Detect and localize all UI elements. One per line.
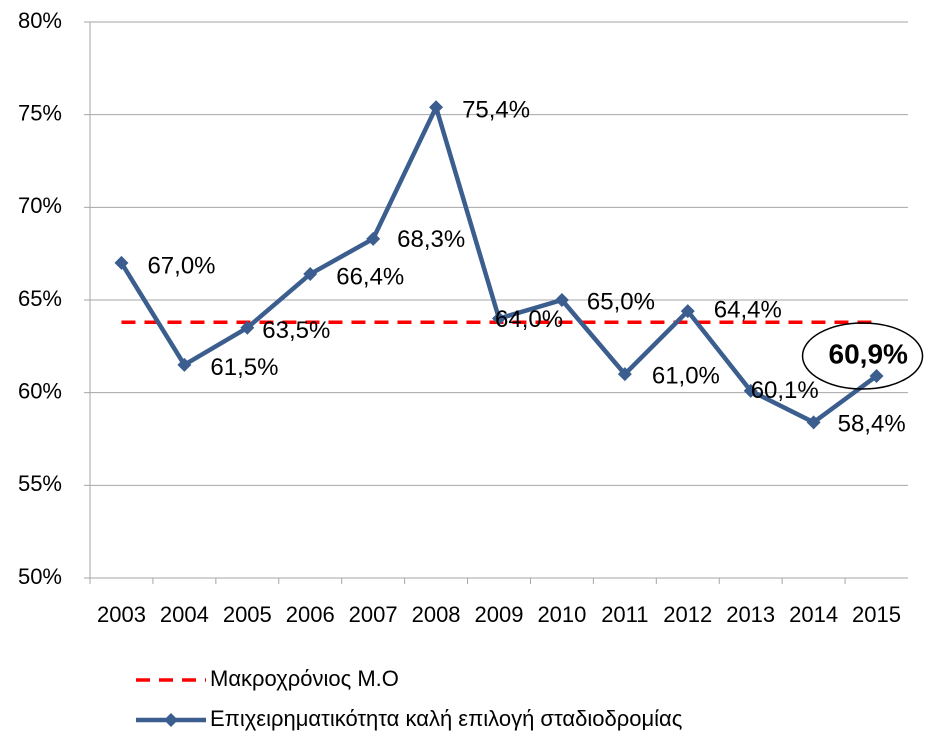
- legend-label: Επιχειρηματικότητα καλή επιλογή σταδιοδρ…: [210, 706, 682, 731]
- marker: [114, 255, 129, 270]
- highlight-ellipse: [801, 322, 924, 390]
- y-tick-label: 60%: [18, 378, 62, 403]
- x-tick-label: 2003: [97, 602, 146, 627]
- legend-marker: [164, 713, 178, 727]
- data-label: 61,0%: [652, 362, 720, 389]
- marker: [743, 383, 758, 398]
- x-tick-label: 2009: [475, 602, 524, 627]
- marker: [429, 100, 444, 115]
- data-label: 58,4%: [838, 411, 906, 438]
- y-tick-label: 65%: [18, 286, 62, 311]
- data-label: 63,5%: [262, 317, 330, 344]
- y-tick-label: 75%: [18, 100, 62, 125]
- y-tick-label: 70%: [18, 193, 62, 218]
- x-tick-label: 2006: [286, 602, 335, 627]
- data-label: 68,3%: [397, 226, 465, 253]
- x-tick-label: 2012: [663, 602, 712, 627]
- data-label: 61,5%: [210, 354, 278, 381]
- marker: [680, 304, 695, 319]
- marker: [806, 415, 821, 430]
- x-tick-label: 2007: [349, 602, 398, 627]
- data-label: 60,9%: [829, 338, 908, 369]
- marker: [366, 231, 381, 246]
- marker: [869, 368, 884, 383]
- x-tick-label: 2008: [412, 602, 461, 627]
- x-tick-label: 2011: [601, 602, 648, 627]
- marker: [240, 320, 255, 335]
- y-tick-label: 80%: [18, 8, 62, 33]
- marker: [617, 367, 632, 382]
- legend-label: Μακροχρόνιος Μ.Ο: [210, 666, 399, 691]
- marker: [492, 311, 506, 326]
- y-tick-label: 55%: [18, 471, 62, 496]
- x-tick-label: 2005: [223, 602, 272, 627]
- x-tick-label: 2014: [789, 602, 838, 627]
- data-label: 67,0%: [147, 252, 215, 279]
- x-tick-label: 2010: [537, 602, 586, 627]
- data-label: 65,0%: [587, 288, 655, 315]
- data-label: 60,1%: [751, 377, 819, 404]
- data-label: 64,4%: [714, 296, 782, 323]
- marker: [554, 293, 569, 307]
- x-tick-label: 2015: [852, 602, 901, 627]
- x-tick-label: 2004: [160, 602, 209, 627]
- data-label: 66,4%: [336, 263, 404, 290]
- x-tick-label: 2013: [726, 602, 775, 627]
- marker: [303, 267, 318, 282]
- data-label: 75,4%: [462, 97, 530, 124]
- y-tick-label: 50%: [18, 564, 62, 589]
- data-label: 64,0%: [495, 306, 563, 333]
- marker: [177, 357, 192, 372]
